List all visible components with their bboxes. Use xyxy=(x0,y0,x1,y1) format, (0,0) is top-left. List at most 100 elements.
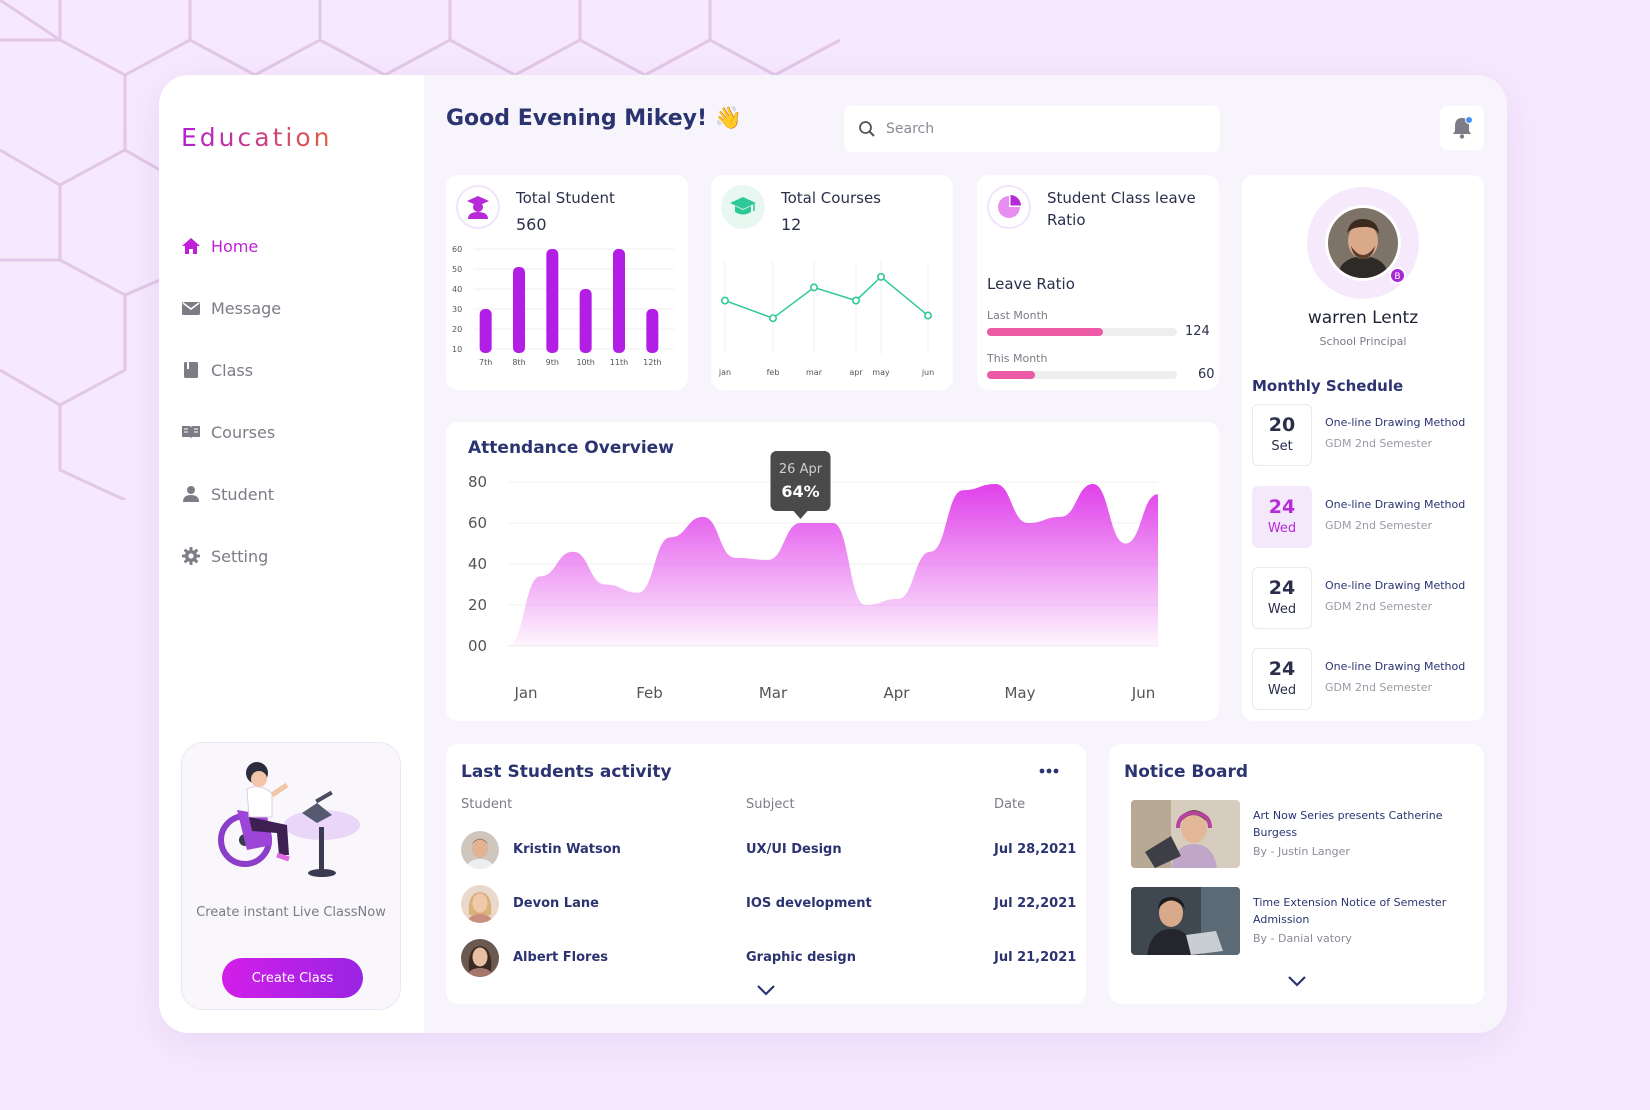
student-bar-chart: 60 50 40 30 20 10 7th 8th 9th 10th 11th 12th xyxy=(452,245,674,367)
search-bar[interactable] xyxy=(844,106,1220,152)
y-tick-label: 20 xyxy=(468,596,487,614)
greeting-heading: Good Evening Mikey! 👋 xyxy=(446,106,742,131)
sidebar-item-class[interactable]: Class xyxy=(181,339,281,401)
schedule-date: 20 Set xyxy=(1252,404,1312,466)
schedule-day: 20 xyxy=(1268,414,1296,436)
this-month-value: 60 xyxy=(1198,367,1215,382)
sidebar-item-label: Student xyxy=(211,484,274,504)
sidebar-item-student[interactable]: Student xyxy=(181,463,281,525)
schedule-title: Monthly Schedule xyxy=(1252,377,1404,395)
sidebar-item-message[interactable]: Message xyxy=(181,277,281,339)
last-month-fill xyxy=(987,328,1103,336)
data-point xyxy=(768,314,777,323)
schedule-item[interactable]: 24 Wed One-line Drawing Method GDM 2nd S… xyxy=(1252,486,1477,548)
avatar xyxy=(461,885,499,923)
schedule-title-text: One-line Drawing Method xyxy=(1325,579,1466,592)
x-tick-label: 8th xyxy=(512,358,525,367)
schedule-item[interactable]: 20 Set One-line Drawing Method GDM 2nd S… xyxy=(1252,404,1477,466)
x-tick-label: Mar xyxy=(759,684,788,702)
leave-ratio-subtitle: Leave Ratio xyxy=(987,275,1075,293)
sidebar-item-setting[interactable]: Setting xyxy=(181,525,281,587)
schedule-day: 24 xyxy=(1268,658,1296,680)
create-class-button[interactable]: Create Class xyxy=(222,958,363,998)
schedule-weekday: Wed xyxy=(1267,521,1297,536)
schedule-title-text: One-line Drawing Method xyxy=(1325,660,1466,673)
avatar xyxy=(1325,205,1401,281)
x-tick-label: mar xyxy=(806,368,823,377)
schedule-subtitle: GDM 2nd Semester xyxy=(1325,600,1432,613)
y-tick-label: 60 xyxy=(468,514,487,532)
gear-icon xyxy=(182,547,200,565)
avatar xyxy=(461,939,499,977)
x-tick-label: feb xyxy=(767,368,780,377)
more-options-icon[interactable] xyxy=(1039,768,1059,774)
chevron-down-icon[interactable] xyxy=(1287,975,1307,987)
student-name: Kristin Watson xyxy=(513,842,621,857)
mail-icon xyxy=(182,302,200,315)
y-tick-label: 60 xyxy=(452,245,462,254)
data-point xyxy=(924,311,933,320)
notice-author: By - Justin Langer xyxy=(1253,845,1350,858)
home-icon xyxy=(182,238,200,254)
y-tick-label: 50 xyxy=(452,265,462,274)
total-student-title: Total Student xyxy=(516,189,615,207)
bar xyxy=(479,309,492,353)
sidebar-item-home[interactable]: Home xyxy=(181,215,281,277)
schedule-item[interactable]: 24 Wed One-line Drawing Method GDM 2nd S… xyxy=(1252,567,1477,629)
x-tick-label: Jan xyxy=(513,684,537,702)
sidebar-item-label: Class xyxy=(211,360,254,380)
tooltip-box xyxy=(770,451,831,511)
y-tick-label: 80 xyxy=(468,473,487,491)
open-book-icon xyxy=(182,426,200,439)
activity-title: Last Students activity xyxy=(461,762,672,782)
total-courses-title: Total Courses xyxy=(781,189,881,207)
total-courses-value: 12 xyxy=(781,215,802,234)
sidebar-item-courses[interactable]: Courses xyxy=(181,401,281,463)
y-tick-label: 20 xyxy=(452,325,462,334)
status-badge: B xyxy=(1389,267,1406,284)
data-point xyxy=(810,283,819,292)
column-header-date: Date xyxy=(994,797,1026,812)
column-header-subject: Subject xyxy=(746,797,795,812)
student-name: Albert Flores xyxy=(513,950,609,965)
total-student-value: 560 xyxy=(516,215,547,234)
profile-role: School Principal xyxy=(1319,335,1407,348)
profile-schedule-card: B warren Lentz School Principal Monthly … xyxy=(1242,175,1484,721)
last-month-label: Last Month xyxy=(987,309,1048,322)
search-icon xyxy=(859,121,875,137)
x-tick-label: 9th xyxy=(546,358,559,367)
graduate-student-icon xyxy=(467,196,489,219)
this-month-fill xyxy=(987,371,1035,379)
book-icon xyxy=(184,362,198,378)
avatar xyxy=(461,831,499,869)
bell-icon xyxy=(1453,116,1473,139)
subject-name: UX/UI Design xyxy=(746,842,842,857)
schedule-item[interactable]: 24 Wed One-line Drawing Method GDM 2nd S… xyxy=(1252,648,1477,710)
search-input[interactable] xyxy=(886,121,1186,137)
graduation-cap-icon xyxy=(730,197,756,215)
y-tick-label: 00 xyxy=(468,637,487,655)
bar xyxy=(546,249,559,353)
notice-board-card: Notice Board Art Now Series presents Cat… xyxy=(1109,744,1484,1004)
column-header-student: Student xyxy=(461,797,513,812)
dashboard-window: Education Home Message Class Courses Stu… xyxy=(159,75,1507,1033)
schedule-subtitle: GDM 2nd Semester xyxy=(1325,681,1432,694)
tooltip-label: 26 Apr xyxy=(779,462,823,477)
y-tick-label: 30 xyxy=(452,305,462,314)
principal-portrait xyxy=(1328,208,1398,278)
x-tick-label: Apr xyxy=(884,684,911,702)
schedule-date: 24 Wed xyxy=(1252,567,1312,629)
courses-line-chart: jan feb mar apr may jun xyxy=(718,261,934,377)
activity-date: Jul 22,2021 xyxy=(994,896,1077,911)
student-portrait xyxy=(461,831,499,869)
bar xyxy=(613,249,625,353)
notifications-button[interactable] xyxy=(1440,106,1484,150)
bar xyxy=(646,309,659,353)
x-tick-label: 11th xyxy=(610,358,628,367)
chevron-down-icon[interactable] xyxy=(756,984,776,996)
y-tick-label: 10 xyxy=(452,345,462,354)
schedule-title-text: One-line Drawing Method xyxy=(1325,498,1466,511)
schedule-subtitle: GDM 2nd Semester xyxy=(1325,519,1432,532)
leave-icon-badge xyxy=(987,185,1031,229)
schedule-day: 24 xyxy=(1268,496,1296,518)
